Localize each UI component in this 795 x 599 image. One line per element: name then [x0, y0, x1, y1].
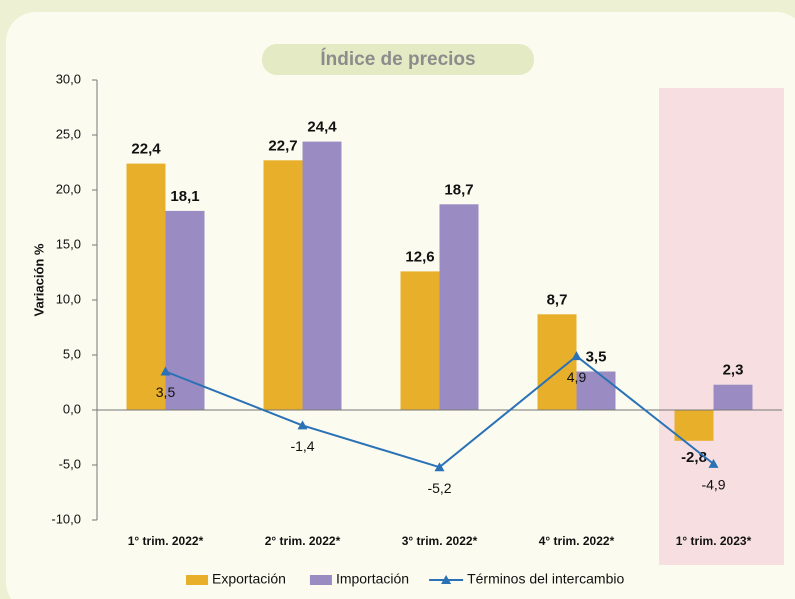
data-label: 24,4 — [307, 119, 337, 136]
y-tick-label: 30,0 — [56, 71, 81, 86]
y-tick-label: 5,0 — [63, 346, 81, 361]
y-tick-label: 10,0 — [56, 291, 81, 306]
bar — [400, 271, 440, 410]
bar — [302, 141, 342, 410]
y-tick-label: 0,0 — [63, 401, 81, 416]
marker — [297, 420, 308, 430]
data-label: 8,7 — [547, 291, 568, 308]
data-label: 18,1 — [170, 188, 199, 205]
data-label: -5,2 — [427, 480, 451, 496]
data-label: -4,9 — [701, 477, 725, 493]
data-label: 12,6 — [405, 248, 434, 265]
marker — [708, 458, 719, 468]
data-label: 4,9 — [567, 369, 587, 385]
marker — [160, 366, 171, 376]
bar — [263, 160, 303, 410]
x-tick-label: 3° trim. 2022* — [402, 534, 478, 548]
bar — [439, 204, 479, 410]
legend-swatch — [186, 575, 208, 585]
title-pill — [262, 44, 534, 75]
data-label: 3,5 — [586, 348, 607, 365]
data-label: 22,4 — [131, 141, 161, 158]
data-label: 22,7 — [268, 137, 297, 154]
bar — [537, 314, 577, 410]
chart-title: Índice de precios — [320, 48, 475, 70]
data-label: -1,4 — [290, 438, 314, 454]
y-tick-label: 15,0 — [56, 236, 81, 251]
legend-label: Términos del intercambio — [467, 571, 624, 587]
bar — [713, 384, 753, 410]
legend-label: Importación — [336, 571, 409, 587]
x-tick-label: 1° trim. 2022* — [128, 534, 204, 548]
bar — [576, 371, 616, 410]
y-tick-label: -10,0 — [51, 511, 81, 526]
y-tick-label: 20,0 — [56, 181, 81, 196]
data-label: 3,5 — [156, 384, 176, 400]
bar — [126, 163, 166, 410]
highlight — [659, 88, 784, 565]
marker — [434, 462, 445, 472]
x-tick-label: 1° trim. 2023* — [676, 534, 752, 548]
x-tick-label: 2° trim. 2022* — [265, 534, 341, 548]
legend-label: Exportación — [212, 571, 286, 587]
legend-swatch — [309, 575, 332, 585]
data-label: -2,8 — [681, 449, 707, 466]
bar — [165, 210, 205, 410]
marker — [571, 351, 582, 361]
legend-swatch — [441, 575, 452, 584]
y-axis-label: Variación % — [31, 243, 46, 316]
data-label: 18,7 — [444, 181, 473, 198]
y-tick-label: -5,0 — [59, 456, 81, 471]
y-tick-label: 25,0 — [56, 126, 81, 141]
bar — [674, 410, 714, 441]
data-label: 2,3 — [723, 362, 744, 379]
x-tick-label: 4° trim. 2022* — [539, 534, 615, 548]
